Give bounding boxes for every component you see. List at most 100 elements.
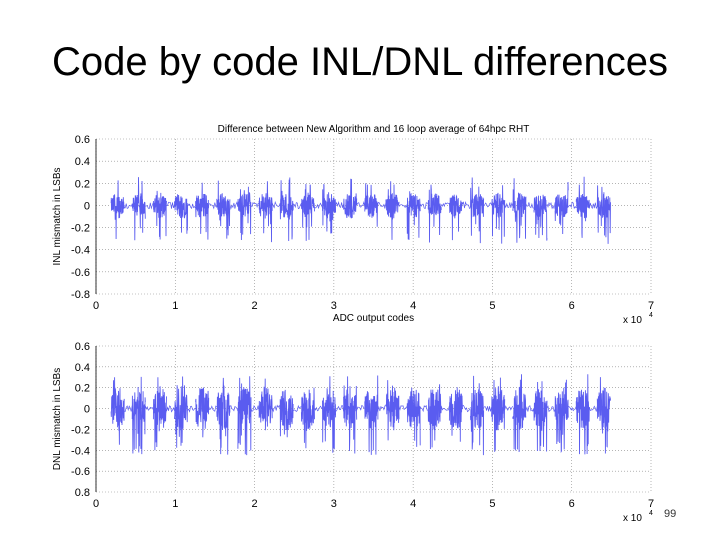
data-burst bbox=[300, 183, 315, 241]
y-axis-label: INL mismatch in LSBs bbox=[52, 168, 63, 266]
data-connector bbox=[398, 204, 408, 209]
data-connector bbox=[588, 405, 598, 412]
data-burst bbox=[533, 381, 548, 452]
x-tick-label: 4 bbox=[410, 300, 416, 312]
data-connector bbox=[229, 405, 239, 412]
data-connector bbox=[440, 405, 450, 411]
x-tick-label: 2 bbox=[252, 300, 258, 312]
y-tick-label: 0.2 bbox=[75, 178, 90, 190]
data-connector bbox=[419, 202, 429, 210]
data-connector bbox=[483, 202, 492, 208]
data-burst bbox=[152, 190, 167, 240]
data-connector bbox=[123, 203, 133, 210]
data-connector bbox=[335, 405, 344, 412]
data-burst bbox=[216, 377, 231, 455]
chart-title: Difference between New Algorithm and 16 … bbox=[218, 124, 530, 135]
y-tick-label: 0 bbox=[84, 200, 90, 212]
data-connector bbox=[250, 202, 260, 208]
data-burst bbox=[364, 375, 379, 455]
data-burst bbox=[300, 387, 315, 449]
data-burst bbox=[575, 176, 590, 238]
data-burst bbox=[385, 380, 400, 441]
data-connector bbox=[123, 405, 133, 413]
data-connector bbox=[398, 405, 408, 411]
data-burst bbox=[385, 181, 400, 240]
slide-number: 99 bbox=[664, 508, 677, 520]
data-burst bbox=[195, 182, 210, 240]
x-tick-label: 5 bbox=[489, 498, 495, 510]
y-tick-label: 0.6 bbox=[75, 134, 90, 146]
data-connector bbox=[166, 405, 175, 413]
data-burst bbox=[596, 185, 611, 244]
data-burst bbox=[343, 178, 358, 219]
data-burst bbox=[491, 185, 506, 244]
data-burst bbox=[216, 180, 231, 239]
data-connector bbox=[144, 405, 154, 411]
x-tick-label: 4 bbox=[410, 498, 416, 510]
data-connector bbox=[356, 200, 366, 208]
slide-title: Code by code INL/DNL differences bbox=[52, 40, 668, 84]
y-tick-label: 0.8 bbox=[75, 487, 90, 499]
data-burst bbox=[258, 378, 273, 431]
y-tick-label: 0.6 bbox=[75, 341, 90, 353]
x-tick-label: 1 bbox=[172, 300, 178, 312]
y-tick-label: 0.4 bbox=[75, 156, 90, 168]
data-burst bbox=[512, 374, 527, 453]
data-connector bbox=[356, 404, 365, 411]
data-burst bbox=[258, 181, 273, 243]
y-tick-label: -0.4 bbox=[71, 445, 90, 457]
x-multiplier: x 10 bbox=[623, 315, 642, 326]
data-connector bbox=[293, 202, 302, 210]
data-connector bbox=[335, 201, 344, 209]
y-axis-label: DNL mismatch in LSBs bbox=[52, 368, 63, 470]
y-tick-label: -0.8 bbox=[71, 289, 90, 301]
data-burst bbox=[406, 191, 421, 240]
data-burst bbox=[533, 194, 548, 241]
data-connector bbox=[377, 201, 387, 209]
data-burst bbox=[279, 177, 294, 242]
y-tick-label: -0.6 bbox=[71, 466, 90, 478]
data-burst bbox=[110, 377, 125, 445]
data-connector bbox=[208, 405, 218, 412]
data-burst bbox=[174, 194, 189, 234]
data-burst bbox=[554, 379, 569, 453]
series-trace bbox=[110, 374, 611, 456]
data-connector bbox=[462, 200, 471, 209]
data-connector bbox=[419, 404, 429, 413]
x-tick-label: 2 bbox=[252, 498, 258, 510]
data-connector bbox=[293, 404, 302, 413]
y-tick-label: -0.6 bbox=[71, 267, 90, 279]
data-burst bbox=[512, 178, 527, 243]
data-connector bbox=[588, 202, 598, 210]
data-burst bbox=[152, 377, 167, 451]
data-burst bbox=[427, 184, 442, 243]
data-connector bbox=[483, 406, 492, 412]
data-burst bbox=[470, 375, 485, 456]
y-tick-label: -0.4 bbox=[71, 245, 90, 257]
data-burst bbox=[491, 377, 506, 452]
data-burst bbox=[195, 387, 210, 438]
data-burst bbox=[448, 194, 463, 241]
data-burst bbox=[448, 387, 463, 442]
data-connector bbox=[546, 201, 556, 210]
x-tick-label: 1 bbox=[172, 498, 178, 510]
data-burst bbox=[237, 376, 252, 456]
y-tick-label: 0.4 bbox=[75, 362, 90, 374]
x-tick-label: 0 bbox=[93, 498, 99, 510]
data-burst bbox=[596, 377, 611, 454]
x-tick-label: 3 bbox=[331, 300, 337, 312]
x-multiplier-exponent: 4 bbox=[649, 510, 653, 517]
data-burst bbox=[427, 384, 442, 450]
data-burst bbox=[364, 183, 379, 227]
chart-panel-1: Difference between New Algorithm and 16 … bbox=[52, 124, 654, 326]
data-connector bbox=[525, 405, 535, 412]
x-tick-label: 6 bbox=[569, 300, 575, 312]
series-trace bbox=[110, 176, 611, 244]
data-connector bbox=[145, 202, 154, 210]
x-tick-label: 3 bbox=[331, 498, 337, 510]
x-axis-label: ADC output codes bbox=[333, 313, 414, 324]
data-burst bbox=[322, 376, 337, 453]
data-connector bbox=[314, 202, 323, 210]
data-connector bbox=[567, 201, 577, 210]
data-burst bbox=[131, 177, 146, 241]
